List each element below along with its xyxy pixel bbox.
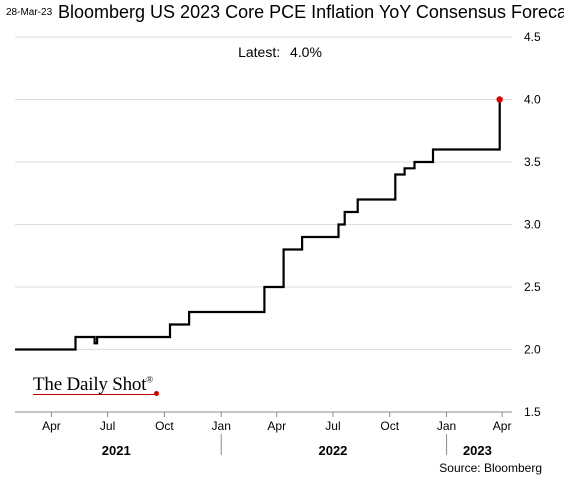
y-gridlines [15,36,512,350]
x-tick-label: Apr [267,419,286,433]
x-year-label: 2021 [102,443,131,458]
x-tick-label: Apr [42,419,61,433]
logo-dot-icon [154,391,159,396]
x-tick-label: Oct [380,419,399,433]
x-year-label: 2022 [318,443,347,458]
y-tick-label: 2.0 [524,343,541,357]
x-tick-label: Jul [100,419,115,433]
x-tick-label: Apr [493,419,512,433]
latest-point-marker [496,96,503,103]
y-axis: 1.5 2.0 2.5 3.0 3.5 4.0 4.5 [524,30,541,419]
x-tick-label: Oct [155,419,174,433]
latest-value: 4.0% [290,44,322,60]
date-stamp: 28-Mar-23 [6,7,53,18]
chart-title: Bloomberg US 2023 Core PCE Inflation YoY… [58,2,564,22]
y-tick-label: 4.0 [524,93,541,107]
daily-shot-logo: The Daily Shot® [33,374,153,396]
x-year-label: 2023 [463,443,492,458]
x-tick-label: Jan [437,419,456,433]
y-tick-label: 3.5 [524,155,541,169]
logo-text: The Daily Shot [33,374,147,395]
y-tick-label: 4.5 [524,30,541,44]
y-tick-label: 2.5 [524,280,541,294]
y-tick-label: 3.0 [524,218,541,232]
latest-annotation: Latest: 4.0% [0,44,560,60]
x-axis: Apr Jul Oct Jan Apr Jul Oct Jan Apr 2021 2022 2023 [15,411,512,458]
series-group [15,96,503,351]
latest-label: Latest: [238,44,281,60]
x-tick-label: Jan [212,419,231,433]
x-tick-label: Jul [325,419,340,433]
logo-underline [33,394,157,395]
registered-mark-icon: ® [146,374,153,385]
forecast-line [15,99,501,351]
source-note: Source: Bloomberg [439,461,542,475]
y-tick-label: 1.5 [524,405,541,419]
